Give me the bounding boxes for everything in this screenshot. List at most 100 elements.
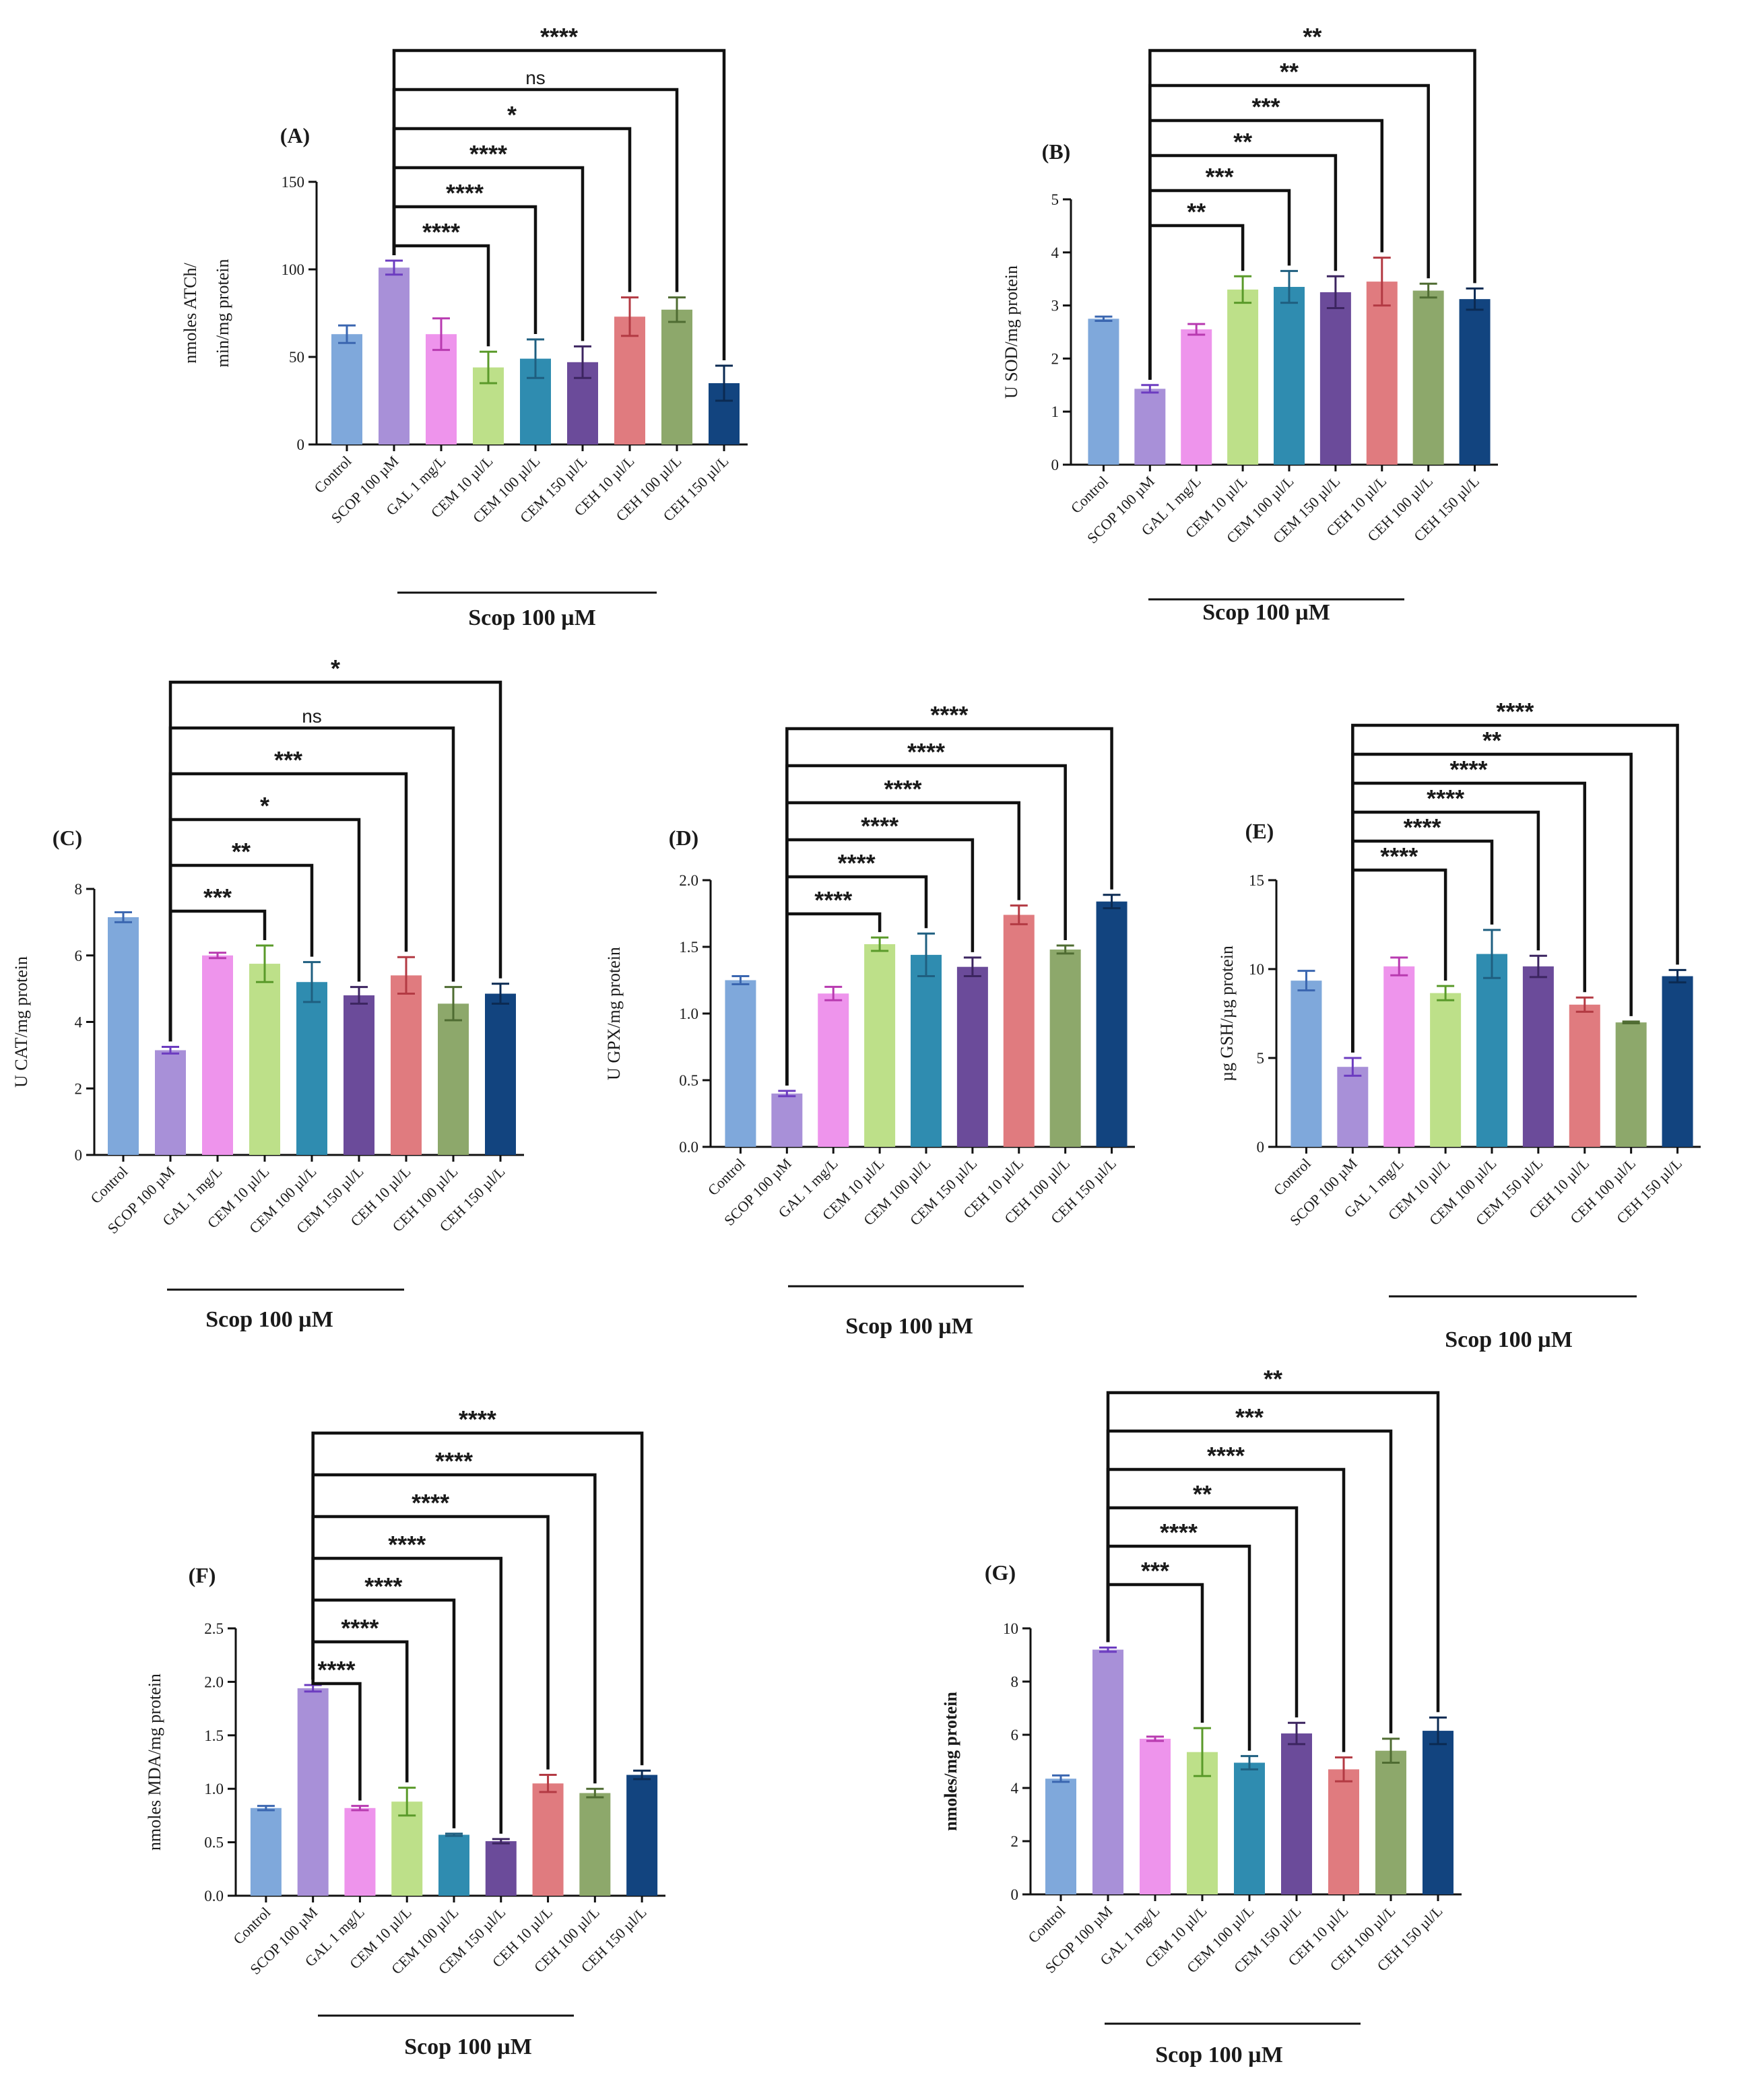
significance-bracket (392, 205, 537, 334)
y-tick-label: 0.0 (204, 1888, 224, 1904)
panel-label: (C) (53, 826, 82, 850)
y-axis-label: min/mg protein (213, 259, 232, 367)
y-tick-label: 100 (282, 261, 305, 278)
y-tick-label: 0.5 (204, 1834, 224, 1851)
significance-label: *** (1235, 1403, 1264, 1431)
bar (108, 917, 139, 1155)
bar (956, 966, 988, 1147)
y-tick-label: 1 (1051, 403, 1059, 420)
y-tick-label: 5 (1051, 191, 1059, 208)
y-tick-label: 2.0 (204, 1673, 224, 1690)
significance-label: *** (1141, 1557, 1169, 1585)
y-tick-label: 4 (1011, 1780, 1019, 1797)
y-tick-label: 4 (1051, 244, 1059, 261)
y-axis-label: U CAT/mg protein (11, 956, 31, 1088)
y-tick-label: 2.5 (204, 1620, 224, 1637)
significance-label: **** (838, 849, 876, 877)
group-label: Scop 100 µM (1445, 1327, 1573, 1352)
bar (1045, 1779, 1076, 1894)
bar (1412, 290, 1444, 465)
bar (661, 309, 692, 444)
y-tick-label: 10 (1249, 961, 1264, 978)
significance-label: **** (459, 1405, 496, 1433)
bar (1319, 292, 1351, 465)
significance-label: ** (1233, 128, 1252, 156)
significance-label: * (507, 101, 517, 129)
group-label: Scop 100 µM (1202, 600, 1330, 625)
significance-bracket (392, 127, 632, 292)
significance-label: ns (302, 706, 322, 727)
bar (438, 1003, 469, 1155)
panel-label: (F) (189, 1563, 216, 1587)
significance-label: ** (1303, 23, 1321, 51)
bar (1366, 281, 1398, 465)
significance-label: **** (388, 1531, 426, 1558)
y-tick-label: 10 (1003, 1620, 1018, 1637)
significance-label: **** (318, 1656, 356, 1684)
category-label: Control (1024, 1902, 1068, 1946)
significance-label: * (260, 792, 269, 820)
significance-label: **** (446, 179, 484, 207)
bar (438, 1834, 469, 1896)
y-tick-label: 0 (1257, 1139, 1265, 1156)
category-label: Control (1270, 1155, 1314, 1199)
panel-label: (A) (280, 123, 310, 147)
bar (391, 1801, 423, 1896)
y-tick-label: 2 (75, 1080, 83, 1097)
bar (532, 1783, 564, 1896)
significance-label: **** (930, 701, 968, 729)
category-label: Control (311, 453, 354, 496)
bar (818, 993, 849, 1147)
bar (1662, 976, 1693, 1147)
significance-label: ** (1187, 198, 1206, 226)
bar (1088, 319, 1119, 465)
bar (1234, 1762, 1265, 1894)
significance-bracket (1351, 839, 1494, 1053)
significance-bracket (311, 1598, 456, 1828)
significance-bracket (785, 727, 1113, 1086)
significance-bracket (1148, 48, 1476, 380)
y-tick-label: 1.5 (679, 939, 698, 956)
y-tick-label: 3 (1051, 298, 1059, 314)
significance-label: **** (884, 775, 922, 803)
y-tick-label: 0.0 (679, 1139, 698, 1156)
bar (1227, 289, 1259, 465)
panel-label: (E) (1245, 819, 1274, 843)
bar (391, 975, 422, 1155)
panel-label: (B) (1042, 139, 1071, 164)
bar (1274, 287, 1305, 465)
bar (725, 980, 756, 1147)
bar (1615, 1022, 1647, 1147)
group-label: Scop 100 µM (404, 2034, 532, 2059)
significance-bracket (1106, 1467, 1346, 1752)
y-tick-label: 0 (1011, 1886, 1019, 1903)
bar (379, 267, 410, 444)
bar (155, 1050, 186, 1155)
bar (202, 955, 233, 1155)
bar (771, 1093, 803, 1147)
group-label: Scop 100 µM (1155, 2043, 1283, 2067)
chart-panel-d: (D) 0.0 0.5 1.0 1.5 2.0 U GPX/mg protein Contro… (604, 701, 1135, 1339)
significance-label: **** (1160, 1519, 1198, 1546)
bar (1430, 993, 1462, 1147)
y-tick-label: 15 (1249, 872, 1264, 889)
significance-bracket (1106, 1544, 1251, 1751)
significance-label: **** (435, 1447, 473, 1475)
significance-label: *** (1252, 93, 1280, 121)
significance-label: *** (274, 746, 302, 774)
significance-label: *** (1206, 163, 1234, 191)
significance-label: **** (1207, 1442, 1245, 1469)
significance-label: **** (469, 140, 507, 168)
significance-label: *** (203, 884, 232, 911)
significance-bracket (311, 1431, 644, 1766)
bar (1328, 1769, 1359, 1894)
y-tick-label: 6 (1011, 1727, 1019, 1744)
y-tick-label: 8 (1011, 1673, 1019, 1690)
significance-bracket (168, 863, 314, 1042)
y-tick-label: 1.0 (204, 1781, 224, 1797)
bar (250, 1808, 282, 1896)
